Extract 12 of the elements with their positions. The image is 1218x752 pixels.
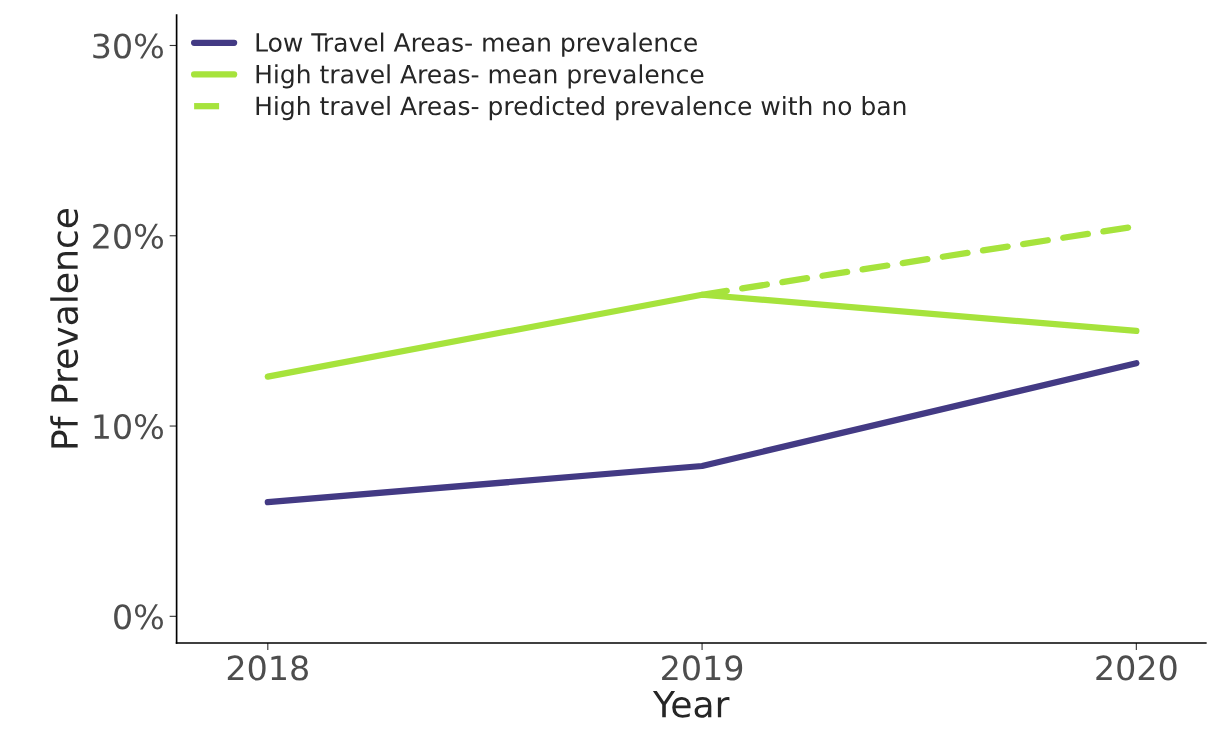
x-axis-title: Year: [652, 690, 730, 718]
y-tick-label: 20%: [93, 223, 163, 249]
y-tick-label: 10%: [94, 413, 163, 440]
x-tick-label: 2018: [227, 655, 308, 681]
legend-label: Low Travel Areas- mean prevalence: [256, 32, 697, 57]
legend-label: High travel Areas- predicted prevalence with no ban: [256, 95, 906, 121]
x-tick-label: 2019: [662, 655, 743, 681]
x-tick-label: 2020: [1096, 655, 1177, 681]
legend-label: High travel Areas- mean prevalence: [256, 64, 704, 89]
y-tick-label: 0%: [114, 604, 163, 630]
y-axis-title: Pf Prevalence: [50, 208, 79, 448]
y-tick-label: 30%: [93, 33, 163, 59]
